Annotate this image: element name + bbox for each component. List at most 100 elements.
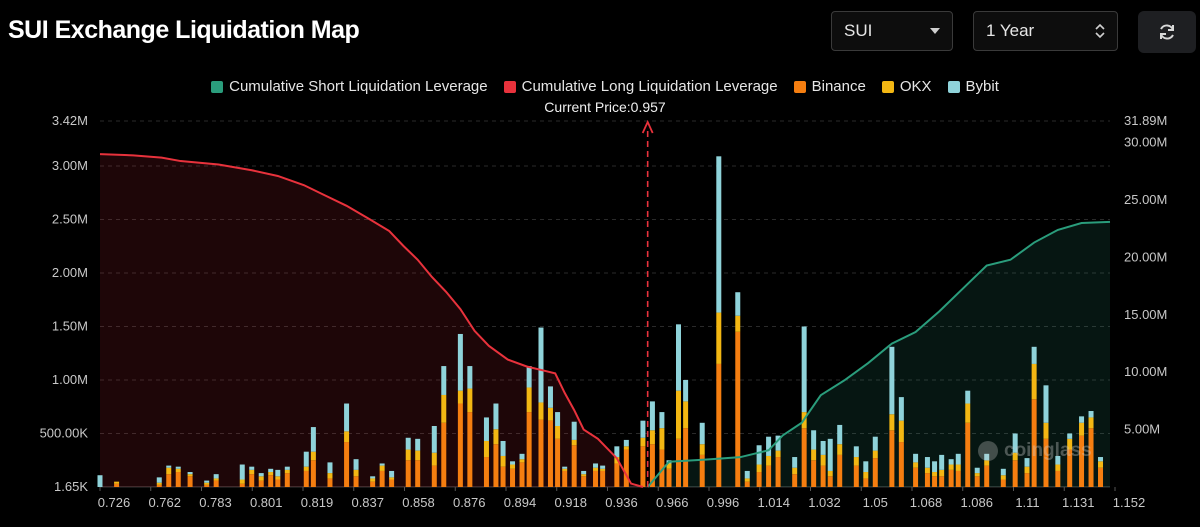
- bar-segment-binance: [258, 480, 264, 487]
- bar-segment-bybit: [1024, 458, 1030, 467]
- range-select[interactable]: 1 Year: [973, 11, 1118, 51]
- bar-segment-binance: [166, 474, 172, 487]
- bar-segment-binance: [827, 476, 833, 487]
- bar-segment-binance: [457, 403, 463, 487]
- bar-segment-bybit: [820, 440, 826, 455]
- bar-segment-binance: [571, 445, 577, 487]
- bar-segment-bybit: [1088, 411, 1094, 418]
- bar-segment-okx: [303, 466, 309, 471]
- x-tick-label: 0.894: [504, 495, 537, 510]
- bar-segment-binance: [775, 457, 781, 487]
- bar-segment-binance: [555, 438, 561, 487]
- bar-segment-binance: [344, 442, 350, 487]
- bar-segment-okx: [1031, 363, 1037, 400]
- bar-segment-bybit: [379, 463, 385, 466]
- legend-swatch: [793, 80, 806, 93]
- legend-label: Binance: [811, 78, 866, 95]
- x-tick-label: 1.11: [1015, 495, 1039, 510]
- bar-segment-okx: [872, 450, 878, 459]
- bar-segment-binance: [441, 422, 447, 487]
- legend-item-short[interactable]: Cumulative Short Liquidation Leverage: [211, 78, 488, 95]
- bar-segment-okx: [547, 407, 553, 421]
- y-right-tick-label: 20.00M: [1124, 249, 1167, 264]
- bar-segment-okx: [984, 460, 990, 466]
- bar-segment-bybit: [547, 386, 553, 408]
- bar-segment-bybit: [97, 475, 103, 487]
- bar-segment-okx: [863, 472, 869, 479]
- bar-segment-bybit: [275, 469, 281, 477]
- bar-segment-bybit: [1043, 385, 1049, 423]
- bar-segment-bybit: [1098, 457, 1104, 462]
- bar-segment-okx: [766, 455, 772, 466]
- legend-item-long[interactable]: Cumulative Long Liquidation Leverage: [503, 78, 778, 95]
- bar-segment-bybit: [623, 439, 629, 447]
- bar-segment-binance: [156, 484, 162, 487]
- bar-segment-binance: [562, 470, 568, 487]
- bar-segment-okx: [581, 474, 587, 477]
- sort-arrows-icon: [1095, 23, 1105, 39]
- bar-segment-binance: [1043, 438, 1049, 487]
- bar-segment-bybit: [187, 472, 193, 475]
- bar-segment-binance: [389, 479, 395, 487]
- x-tick-label: 0.918: [554, 495, 587, 510]
- bar-segment-bybit: [431, 426, 437, 453]
- symbol-select[interactable]: SUI: [831, 11, 953, 51]
- bar-segment-bybit: [555, 412, 561, 426]
- bar-segment-bybit: [716, 156, 722, 313]
- bar-segment-binance: [268, 475, 274, 487]
- bar-segment-okx: [1043, 422, 1049, 439]
- bar-segment-okx: [898, 420, 904, 443]
- bar-segment-binance: [327, 478, 333, 487]
- bar-segment-binance: [303, 470, 309, 487]
- bar-segment-bybit: [837, 424, 843, 445]
- legend-swatch: [211, 80, 224, 93]
- bar-segment-bybit: [699, 422, 705, 445]
- bar-segment-binance: [204, 484, 210, 487]
- bar-segment-binance: [467, 412, 473, 487]
- bar-segment-bybit: [889, 346, 895, 415]
- bar-segment-bybit: [744, 470, 750, 479]
- legend-swatch: [503, 80, 516, 93]
- bar-segment-okx: [1079, 422, 1085, 436]
- y-left-tick-label: 2.50M: [52, 211, 88, 226]
- legend-swatch: [881, 80, 894, 93]
- x-tick-label: 0.996: [707, 495, 740, 510]
- bar-segment-bybit: [872, 436, 878, 451]
- range-select-value: 1 Year: [986, 21, 1035, 40]
- refresh-button[interactable]: [1138, 11, 1196, 53]
- bar-segment-binance: [955, 470, 961, 487]
- bar-segment-okx: [853, 457, 859, 466]
- bar-segment-bybit: [327, 462, 333, 474]
- bar-segment-binance: [310, 460, 316, 487]
- bar-segment-okx: [1024, 466, 1030, 474]
- legend-item-bybit[interactable]: Bybit: [947, 78, 999, 95]
- bar-segment-bybit: [1079, 416, 1085, 423]
- bar-segment-bybit: [853, 446, 859, 458]
- bar-segment-binance: [1055, 470, 1061, 487]
- bar-segment-binance: [519, 462, 525, 487]
- bar-segment-okx: [483, 440, 489, 458]
- bar-segment-binance: [683, 428, 689, 487]
- bar-segment-binance: [649, 444, 655, 487]
- y-left-tick-label: 3.00M: [52, 158, 88, 173]
- bar-segment-bybit: [483, 417, 489, 441]
- x-tick-label: 1.152: [1113, 495, 1146, 510]
- bar-segment-binance: [984, 465, 990, 487]
- bar-segment-okx: [955, 464, 961, 471]
- legend-item-okx[interactable]: OKX: [881, 78, 932, 95]
- bar-segment-binance: [766, 465, 772, 487]
- bar-segment-binance: [370, 481, 376, 487]
- bar-segment-binance: [853, 465, 859, 487]
- bar-segment-binance: [581, 476, 587, 487]
- x-tick-label: 0.726: [98, 495, 131, 510]
- y-left-tick-label: 1.00M: [52, 372, 88, 387]
- legend-item-binance[interactable]: Binance: [793, 78, 866, 95]
- bar-segment-okx: [600, 468, 606, 471]
- bar-segment-okx: [431, 452, 437, 466]
- bar-segment-binance: [593, 470, 599, 487]
- bar-segment-okx: [649, 430, 655, 445]
- bar-segment-binance: [716, 363, 722, 487]
- bar-segment-bybit: [948, 459, 954, 465]
- bar-segment-binance: [493, 444, 499, 487]
- y-right-tick-label: 10.00M: [1124, 364, 1167, 379]
